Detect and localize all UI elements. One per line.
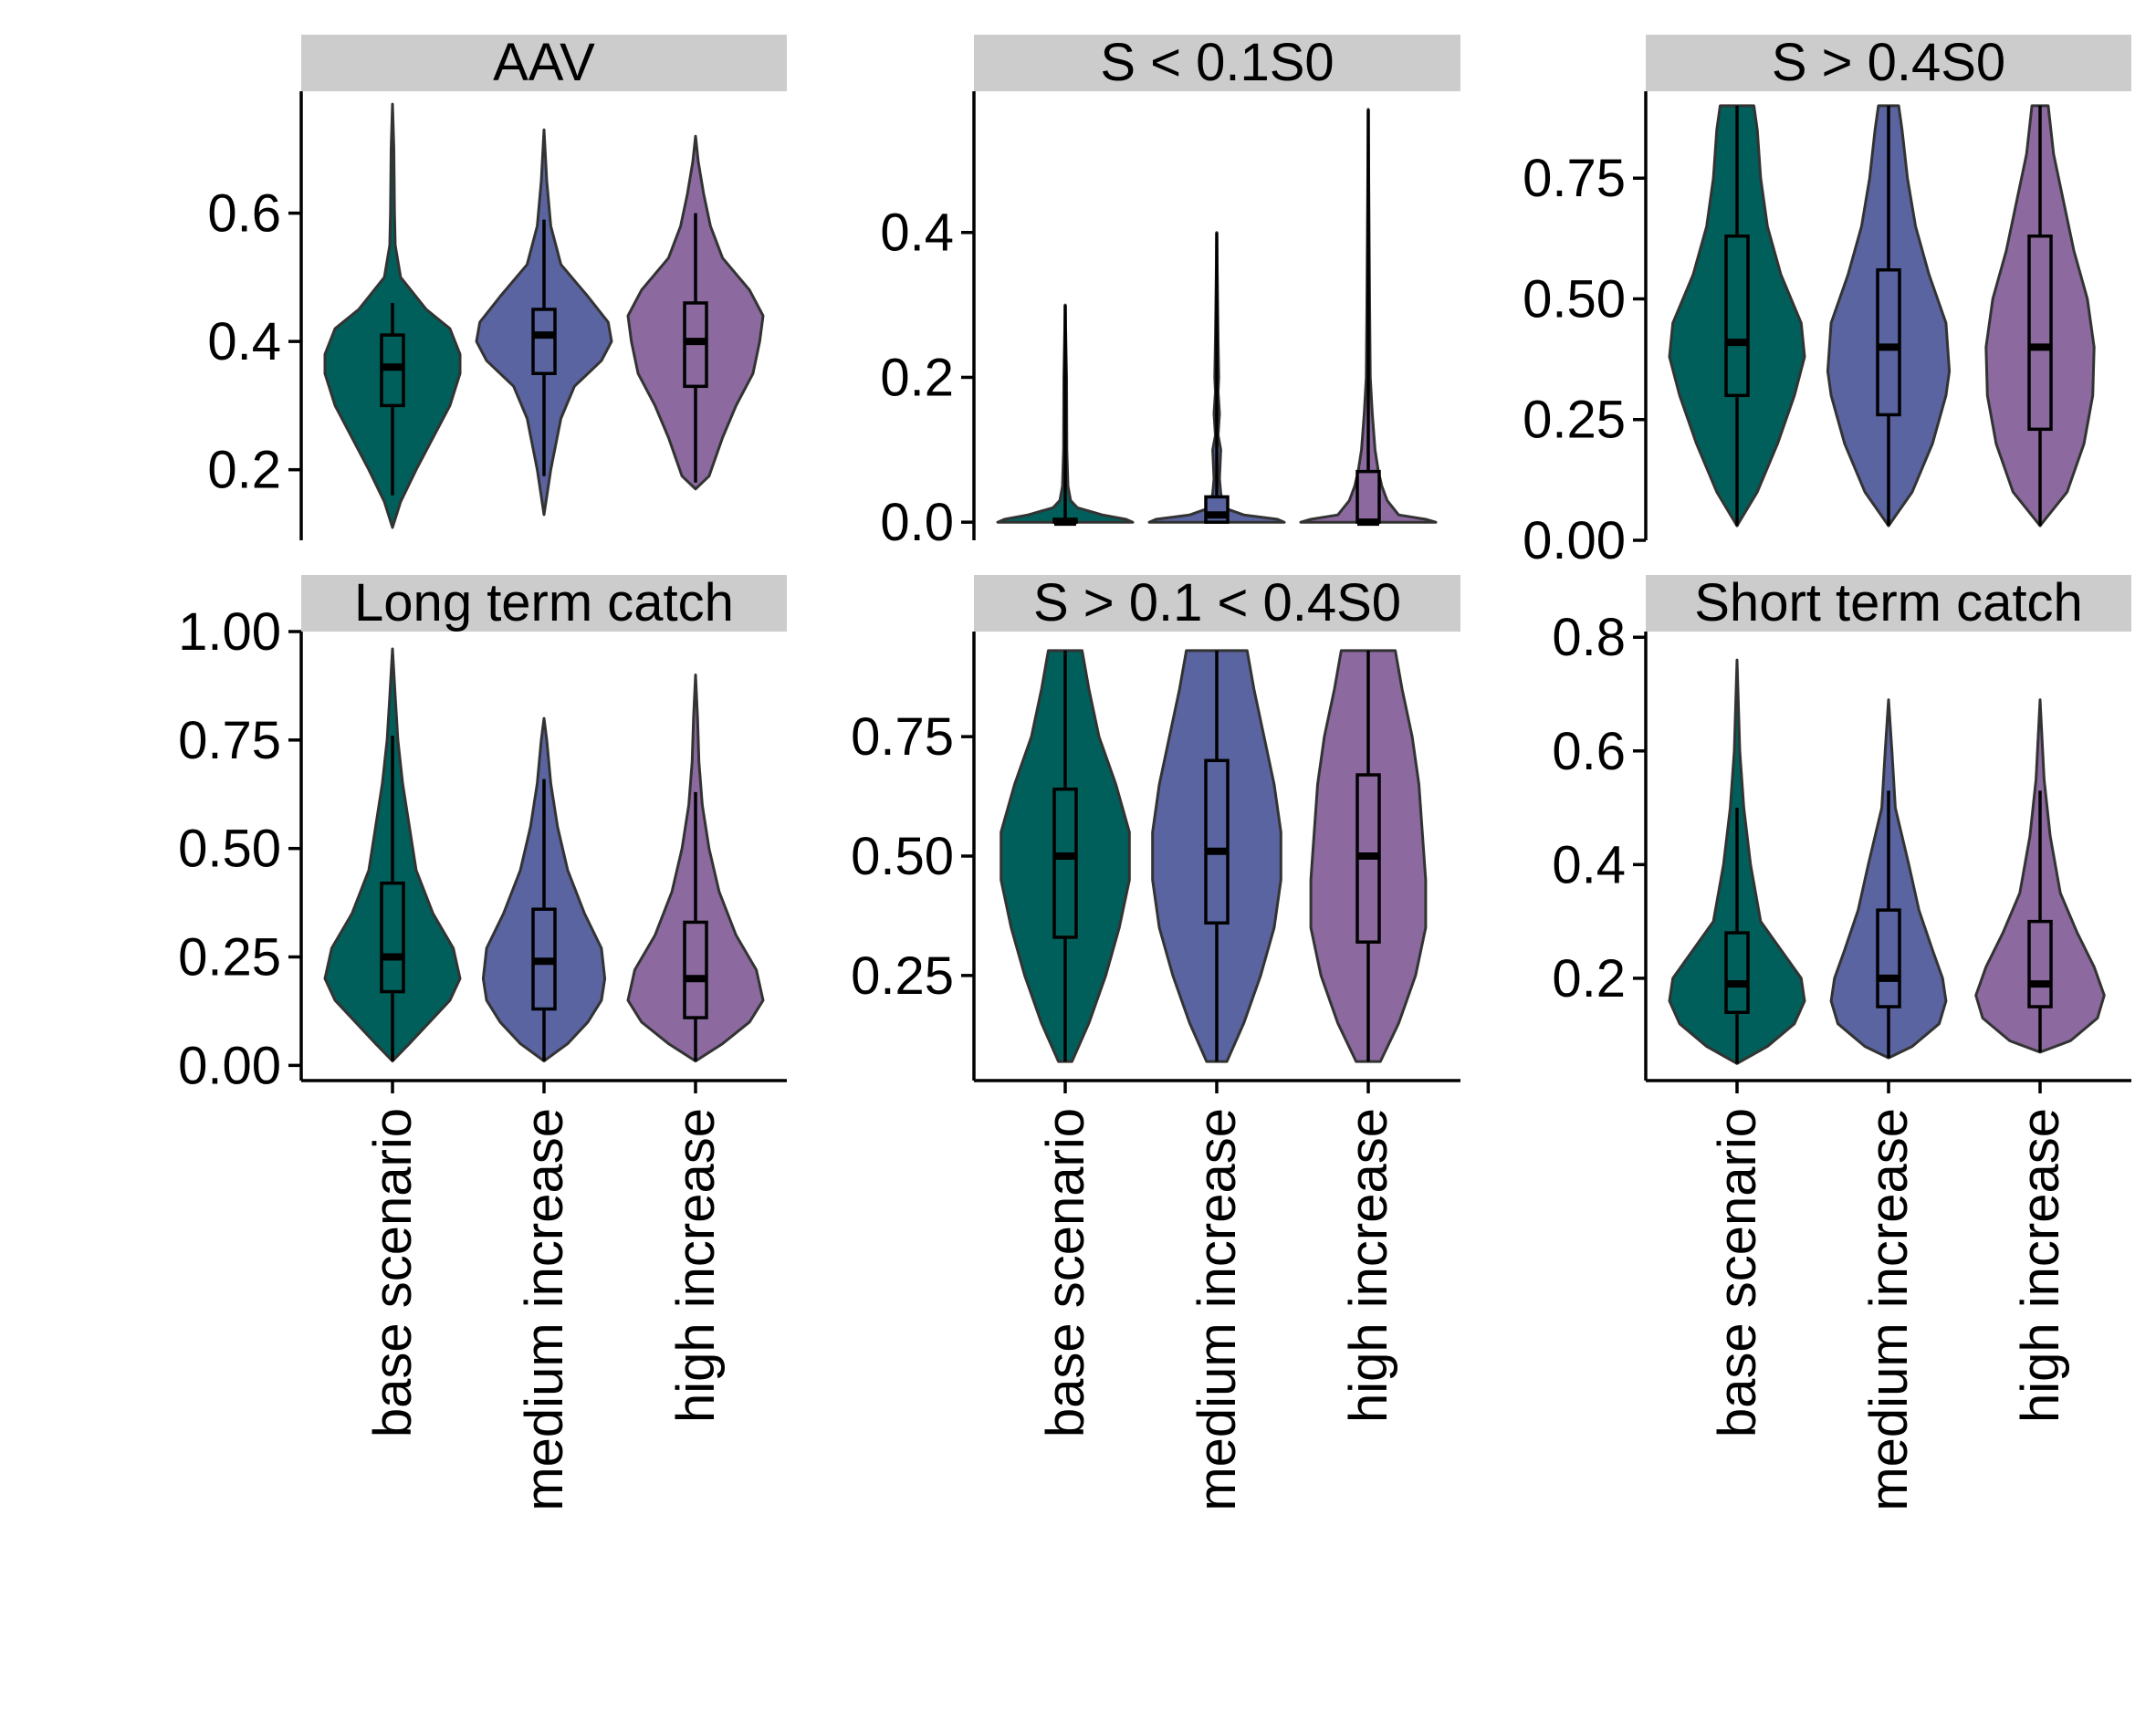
strip-background	[1646, 575, 2131, 632]
strip-title: AAV	[493, 33, 595, 92]
strip-background	[974, 35, 1460, 91]
box-iqr	[1876, 908, 1901, 1008]
violin-high-increase	[1974, 698, 2106, 1054]
box-iqr	[2027, 234, 2053, 432]
box-iqr	[1876, 267, 1901, 417]
violin-medium-increase	[1826, 104, 1952, 528]
strip-title: Short term catch	[1694, 573, 2082, 632]
x-tick-label: medium increase	[1859, 1108, 1919, 1511]
strip-background	[1646, 35, 2131, 91]
y-tick-label: 0.75	[1523, 149, 1626, 208]
strip-background	[974, 575, 1460, 632]
violin-medium-increase	[1151, 649, 1282, 1063]
y-tick-label: 0.8	[1552, 608, 1626, 667]
violin-medium-increase	[481, 716, 607, 1063]
panel-s-0-1-0-4s0: S > 0.1 < 0.4S0 0.25 0.50 0.75 base scenario…	[851, 573, 1460, 1511]
violin-base-scenario	[1000, 649, 1131, 1063]
y-tick-label: 0.4	[207, 312, 281, 371]
box-iqr	[2027, 919, 2053, 1008]
violin-high-increase	[626, 134, 765, 491]
violin-medium-increase	[475, 128, 613, 517]
x-tick-label: high increase	[1339, 1108, 1398, 1423]
panel-long-term-catch: Long term catch 0.00 0.25 0.50 0.75 1.00 base …	[178, 573, 787, 1511]
y-tick-label: 0.75	[851, 707, 954, 767]
violin-medium-increase	[1147, 231, 1286, 524]
violin-high-increase	[1984, 104, 2096, 528]
y-tick-label: 0.50	[851, 827, 954, 886]
violin-base-scenario	[1668, 104, 1806, 528]
strip-background	[301, 575, 787, 632]
box-iqr	[1724, 234, 1750, 398]
x-tick-label: base scenario	[1036, 1108, 1095, 1437]
strip-title: S < 0.1S0	[1100, 33, 1334, 92]
x-tick-label: medium increase	[515, 1108, 574, 1511]
violin-base-scenario	[996, 303, 1135, 527]
y-tick-label: 0.6	[1552, 722, 1626, 781]
x-tick-label: high increase	[666, 1108, 726, 1423]
y-tick-label: 0.50	[1523, 269, 1626, 329]
violin-base-scenario	[1668, 658, 1806, 1065]
violin-high-increase	[626, 674, 765, 1063]
panel-aav: AAV 0.2 0.4 0.6	[207, 33, 787, 540]
panel-s-0-4s0: S > 0.4S0 0.00 0.25 0.50 0.75	[1523, 33, 2131, 570]
y-tick-label: 0.25	[178, 928, 281, 987]
strip-background	[301, 35, 787, 91]
y-tick-label: 0.25	[1523, 391, 1626, 450]
y-tick-label: 1.00	[178, 602, 281, 662]
violin-base-scenario	[323, 102, 462, 529]
x-tick-label: high increase	[2011, 1108, 2070, 1423]
strip-title: Long term catch	[354, 573, 734, 632]
y-tick-label: 0.4	[880, 204, 954, 263]
box-iqr	[1355, 469, 1381, 524]
violin-base-scenario	[323, 647, 462, 1063]
y-tick-label: 0.6	[207, 184, 281, 244]
x-tick-label: medium increase	[1188, 1108, 1247, 1511]
y-tick-label: 0.25	[851, 946, 954, 1006]
box-iqr	[683, 920, 708, 1019]
box-iqr	[1204, 758, 1230, 925]
y-tick-label: 0.0	[880, 493, 954, 552]
y-tick-label: 0.00	[178, 1036, 281, 1095]
box-iqr	[531, 308, 557, 376]
y-tick-label: 0.2	[1552, 949, 1626, 1008]
y-tick-label: 0.75	[178, 711, 281, 770]
panel-s-0-1s0: S < 0.1S0 0.0 0.2 0.4	[880, 33, 1460, 552]
violin-high-increase	[1309, 649, 1428, 1063]
box-iqr	[380, 881, 405, 994]
y-tick-label: 0.4	[1552, 835, 1626, 894]
violin-high-increase	[1299, 108, 1438, 527]
strip-title: S > 0.4S0	[1772, 33, 2005, 92]
violin-medium-increase	[1829, 698, 1948, 1060]
y-tick-label: 0.2	[207, 441, 281, 500]
panel-short-term-catch: Short term catch 0.2 0.4 0.6 0.8 base scenari…	[1552, 573, 2131, 1511]
y-tick-label: 0.00	[1523, 511, 1626, 570]
box-iqr	[1724, 931, 1750, 1015]
box-iqr	[1052, 787, 1078, 939]
x-tick-label: base scenario	[1708, 1108, 1767, 1437]
x-tick-label: base scenario	[363, 1108, 423, 1437]
y-tick-label: 0.2	[880, 348, 954, 407]
strip-title: S > 0.1 < 0.4S0	[1033, 573, 1401, 632]
y-tick-label: 0.50	[178, 820, 281, 879]
